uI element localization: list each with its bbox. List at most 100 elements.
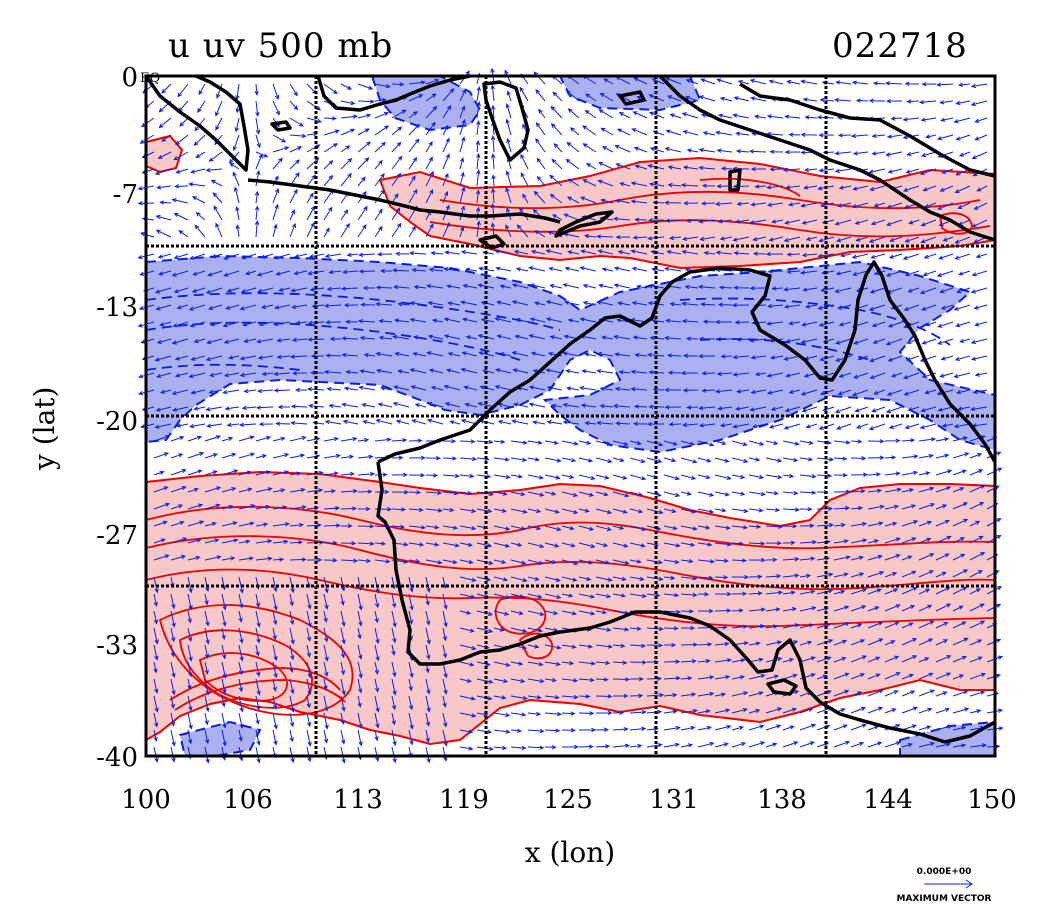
wind-vector (391, 712, 396, 726)
wind-vector (918, 604, 933, 612)
wind-vector (663, 525, 678, 531)
wind-vector (392, 401, 410, 408)
wind-vector (833, 456, 848, 461)
wind-vector (170, 486, 187, 493)
wind-vector (617, 301, 631, 306)
wind-vector (699, 236, 716, 242)
wind-vector (680, 708, 698, 714)
wind-vector (935, 453, 950, 459)
wind-vector (442, 491, 459, 496)
wind-vector (375, 285, 393, 290)
wind-vector (459, 644, 477, 651)
wind-vector (225, 304, 240, 310)
wind-vector (189, 253, 206, 260)
wind-vector (272, 557, 285, 562)
wind-vector (584, 109, 597, 119)
wind-vector (619, 182, 631, 187)
wind-vector (940, 355, 954, 361)
wind-vector (954, 236, 971, 244)
wind-vector (765, 624, 779, 629)
wind-vector (785, 372, 801, 378)
wind-vector (664, 405, 682, 410)
wind-vector (549, 174, 563, 187)
wind-vector (391, 627, 397, 644)
wind-vector (552, 91, 563, 102)
wind-vector (357, 678, 363, 694)
wind-vector (731, 675, 746, 680)
wind-vector (562, 283, 580, 289)
wind-vector (935, 639, 949, 646)
wind-vector (527, 440, 543, 445)
wind-vector (851, 389, 869, 397)
wind-vector (918, 471, 931, 476)
wind-vector (765, 742, 778, 748)
wind-vector (686, 405, 699, 410)
wind-vector (206, 338, 223, 345)
wind-vector (595, 694, 613, 699)
wind-vector (395, 251, 410, 256)
wind-vector (867, 706, 884, 714)
wind-vector (187, 555, 201, 561)
wind-vector (171, 338, 189, 345)
wind-vector (562, 351, 580, 357)
wind-vector (306, 192, 314, 204)
wind-vector (750, 202, 767, 207)
wind-vector (748, 624, 766, 629)
wind-vector (358, 385, 376, 391)
wind-vector (188, 372, 206, 379)
wind-vector (714, 692, 727, 697)
wind-vector (411, 419, 427, 425)
coast-sulawesi (482, 80, 530, 162)
wind-vector (803, 167, 818, 172)
wind-vector (595, 677, 609, 682)
wind-vector (969, 570, 984, 578)
wind-vector (476, 220, 481, 238)
y-tick-label: -20 (96, 407, 138, 437)
wind-vector (668, 235, 682, 241)
wind-vector (442, 473, 460, 479)
wind-vector (732, 354, 750, 360)
wind-vector (886, 202, 903, 209)
wind-vector (187, 593, 193, 611)
wind-vector (935, 469, 953, 476)
wind-vector (188, 304, 206, 311)
wind-vector (663, 592, 680, 598)
wind-vector (171, 270, 189, 277)
y-tick-label: -27 (96, 521, 138, 551)
wind-vector (272, 187, 280, 204)
wind-vector (698, 148, 716, 153)
wind-vector (512, 368, 529, 374)
wind-vector (506, 137, 512, 153)
wind-vector (306, 488, 324, 493)
wind-vector (680, 508, 697, 514)
wind-vector (362, 285, 375, 291)
wind-vector (663, 440, 678, 446)
wind-vector (461, 351, 478, 357)
wind-vector (459, 729, 474, 734)
wind-vector (357, 205, 368, 221)
wind-vector (630, 181, 648, 187)
wind-vector (901, 655, 918, 663)
wind-vector (170, 537, 188, 544)
wind-vector (549, 335, 563, 340)
wind-vector (567, 250, 580, 255)
wind-vector (867, 638, 884, 646)
wind-vector (595, 627, 612, 632)
x-tick-label: 106 (223, 785, 273, 815)
wind-vector (782, 673, 798, 680)
wind-vector (442, 438, 457, 444)
wind-vector (204, 486, 222, 493)
wind-vector (289, 159, 300, 170)
wind-vector (170, 644, 175, 658)
wind-vector (204, 470, 218, 476)
wind-vector (799, 656, 816, 663)
wind-vector (817, 253, 835, 258)
wind-vector (430, 385, 444, 391)
wind-vector (357, 489, 373, 494)
wind-vector (275, 421, 291, 426)
wind-vector (748, 591, 763, 596)
wind-vector (680, 183, 699, 188)
wind-vector (901, 438, 916, 443)
wind-vector (425, 93, 437, 102)
wind-vector (238, 576, 244, 594)
